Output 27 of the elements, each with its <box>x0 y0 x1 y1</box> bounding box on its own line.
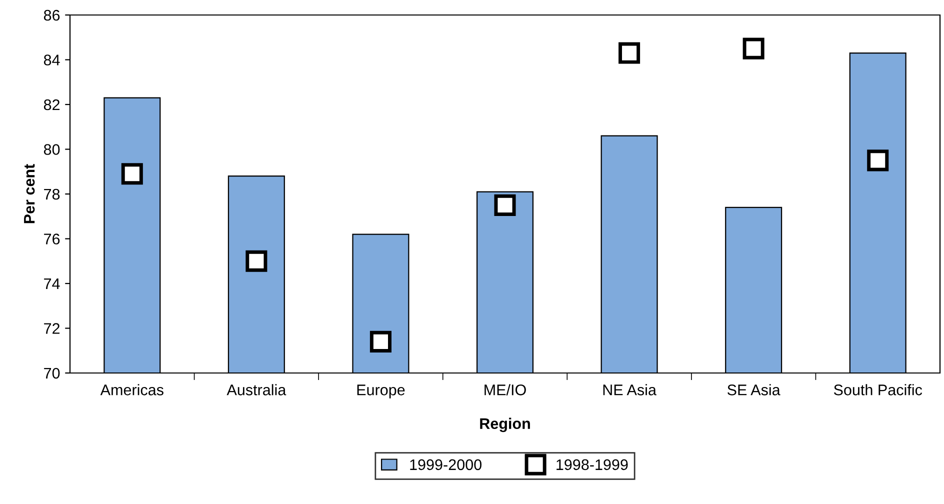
y-tick-label: 74 <box>44 278 60 290</box>
x-tick-label: ME/IO <box>484 384 526 396</box>
x-tick-label: Americas <box>100 384 164 396</box>
x-tick-label: NE Asia <box>603 384 656 396</box>
y-tick-label: 80 <box>44 144 60 155</box>
y-tick-label: 84 <box>44 54 60 66</box>
legend-label: 1999-2000 <box>410 459 482 470</box>
x-tick-label: Europe <box>357 384 405 398</box>
point <box>246 250 268 272</box>
point <box>370 330 392 352</box>
point <box>618 42 640 64</box>
x-tick-label: South Pacific <box>834 384 922 396</box>
y-tick-label: 70 <box>44 368 60 379</box>
point <box>494 194 516 216</box>
y-tick-label: 82 <box>44 99 60 110</box>
y-tick-label: 76 <box>44 234 60 244</box>
x-tick-label: Australia <box>226 384 286 396</box>
x-axis-title: Region <box>480 418 530 432</box>
y-tick-label: 72 <box>44 323 60 334</box>
y-axis-title: Per cent <box>24 164 35 224</box>
y-tick-label: 86 <box>44 10 60 21</box>
y-tick-label: 78 <box>44 188 60 200</box>
legend-label: 1998-1999 <box>556 459 628 470</box>
point <box>742 38 764 60</box>
point <box>121 163 143 185</box>
point <box>867 150 889 172</box>
x-tick-label: SE Asia <box>728 384 780 396</box>
